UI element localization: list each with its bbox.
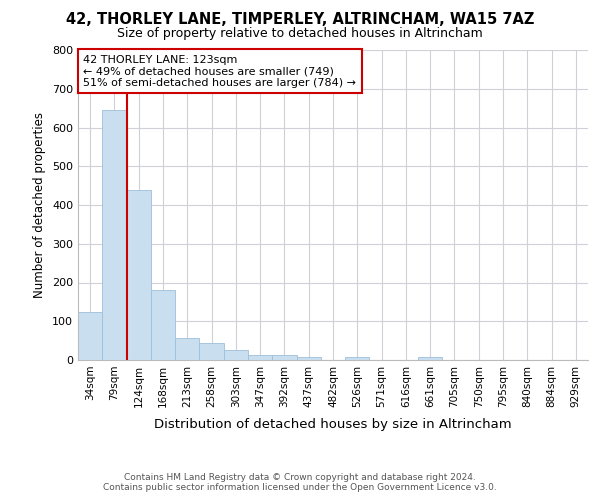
Text: 42, THORLEY LANE, TIMPERLEY, ALTRINCHAM, WA15 7AZ: 42, THORLEY LANE, TIMPERLEY, ALTRINCHAM,… [66,12,534,28]
Text: Size of property relative to detached houses in Altrincham: Size of property relative to detached ho… [117,28,483,40]
Bar [78,312,102,360]
Bar [418,357,442,360]
Bar [248,356,272,360]
Bar [102,110,127,360]
Bar [175,338,199,360]
Bar [345,358,370,360]
Bar [296,357,321,360]
Bar [127,190,151,360]
X-axis label: Distribution of detached houses by size in Altrincham: Distribution of detached houses by size … [154,418,512,431]
Bar [151,290,175,360]
Text: Contains HM Land Registry data © Crown copyright and database right 2024.
Contai: Contains HM Land Registry data © Crown c… [103,473,497,492]
Text: 42 THORLEY LANE: 123sqm
← 49% of detached houses are smaller (749)
51% of semi-d: 42 THORLEY LANE: 123sqm ← 49% of detache… [83,54,356,88]
Bar [199,344,224,360]
Bar [224,350,248,360]
Bar [272,356,296,360]
Y-axis label: Number of detached properties: Number of detached properties [34,112,46,298]
